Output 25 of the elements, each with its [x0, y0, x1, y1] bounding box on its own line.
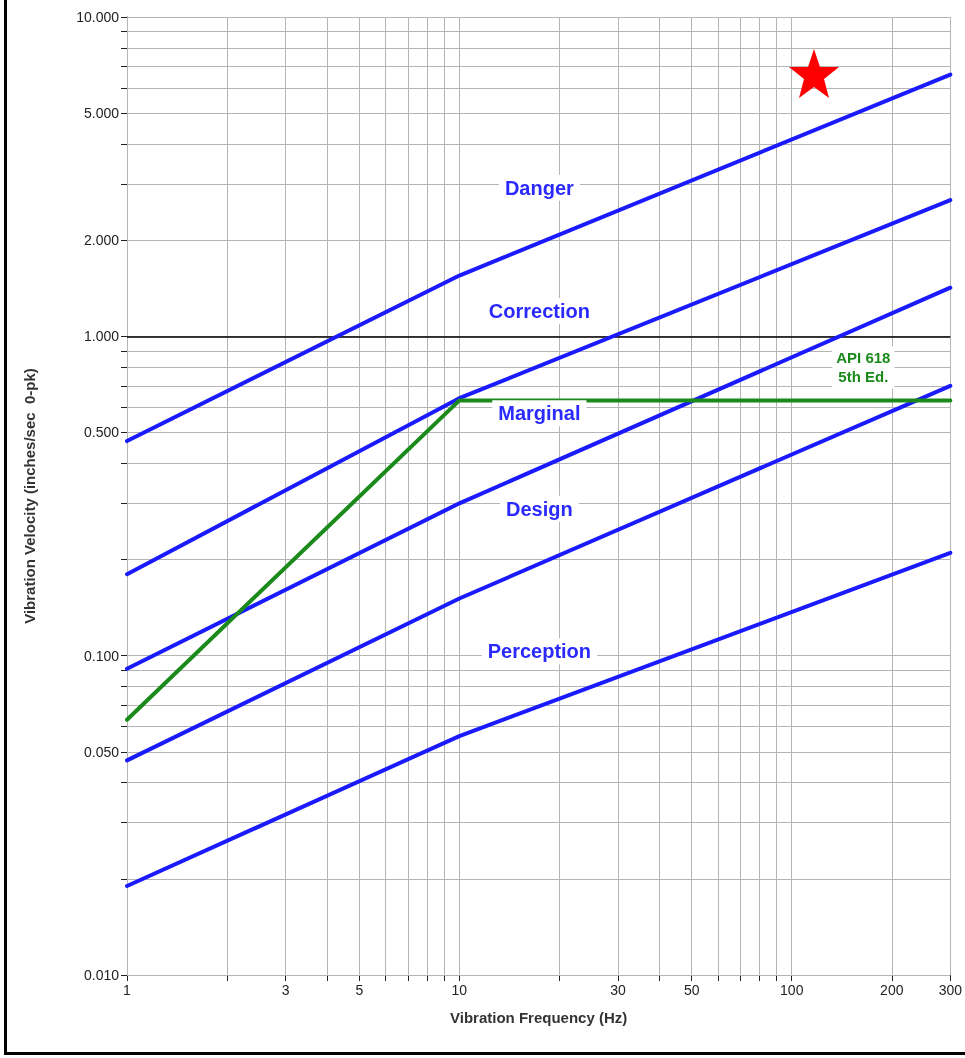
annotation: Design: [506, 497, 573, 520]
annotation: Correction: [488, 299, 590, 322]
x-tick-label: 100: [780, 982, 804, 998]
annotation: Perception: [487, 640, 592, 663]
x-tick-label: 10: [451, 982, 468, 998]
y-tick-label: 1.000: [83, 328, 120, 345]
y-tick-label: 0.010: [83, 967, 120, 983]
x-tick-label: 5: [355, 982, 364, 998]
x-tick-label: 200: [880, 982, 904, 998]
y-axis-title: Vibration Velocity (inches/sec 0-pk): [21, 368, 38, 624]
annotation: Danger: [504, 176, 575, 199]
x-tick-label: 1: [123, 982, 132, 998]
y-tick-label: 0.500: [83, 424, 120, 441]
annotation: Marginal: [498, 402, 581, 425]
x-axis-title: Vibration Frequency (Hz): [450, 1009, 628, 1026]
y-tick-label: 5.000: [83, 105, 120, 122]
x-tick-label: 30: [610, 982, 626, 998]
y-tick-label: 10.000: [76, 9, 120, 25]
x-tick-label: 300: [938, 982, 963, 998]
y-tick-label: 0.100: [83, 647, 120, 664]
x-tick-label: 50: [683, 982, 700, 998]
y-tick-label: 0.050: [83, 743, 120, 760]
x-tick-label: 3: [281, 982, 290, 998]
series-label: API 618 5th Ed.: [836, 349, 891, 386]
y-tick-label: 2.000: [83, 232, 120, 249]
